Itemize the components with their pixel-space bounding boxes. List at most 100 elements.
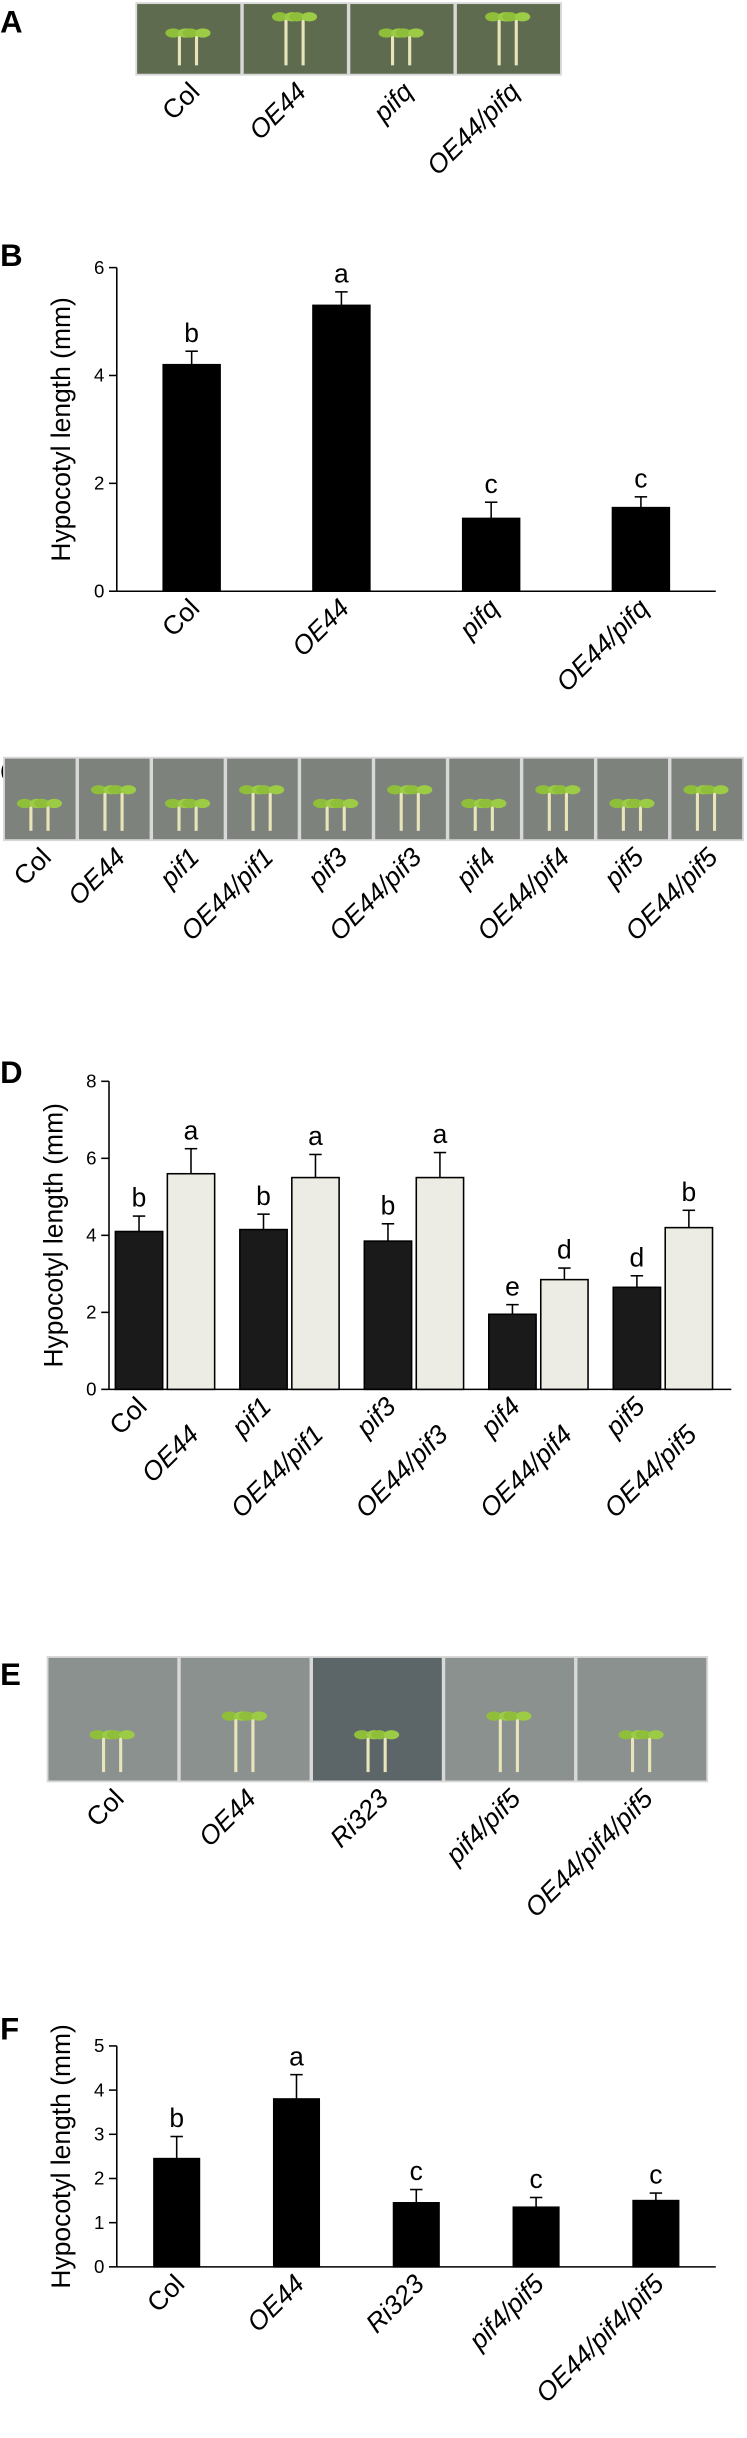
genotype-label: Col	[8, 842, 57, 891]
photo-frame	[373, 756, 448, 842]
significance-letter: a	[289, 2041, 304, 2071]
seedling-leaf	[490, 798, 507, 809]
bar	[461, 517, 521, 592]
significance-letter: c	[529, 2164, 542, 2194]
bar	[632, 2199, 680, 2268]
seedling-leaf	[503, 1711, 519, 1721]
panel-label: E	[0, 1657, 21, 1692]
seedling-leaf	[46, 798, 63, 809]
significance-letter: d	[557, 1235, 572, 1265]
seedling-leaf	[251, 1711, 267, 1721]
x-tick-label: OE44/pif4/pif5	[530, 2268, 670, 2408]
significance-letter: a	[308, 1121, 323, 1151]
y-tick-label: 6	[86, 1148, 96, 1169]
x-tick-label: Ri323	[360, 2268, 430, 2338]
significance-letter: a	[184, 1115, 199, 1145]
y-tick-label: 6	[94, 257, 104, 278]
significance-letter: b	[132, 1183, 147, 1213]
photo-frame	[575, 1656, 709, 1783]
photo-frame	[311, 1656, 444, 1783]
y-tick-label: 2	[86, 1302, 96, 1323]
y-tick-label: 1	[94, 2212, 104, 2233]
significance-letter: a	[334, 259, 349, 289]
genotype-label: pif5	[597, 842, 649, 894]
seedling-leaf	[515, 1711, 532, 1721]
y-tick-label: 0	[94, 2256, 104, 2277]
seedling-leaf	[408, 28, 424, 38]
bar	[162, 363, 221, 592]
seedling-leaf	[182, 28, 199, 38]
seedling-leaf	[638, 798, 655, 809]
seedling-leaf	[119, 1730, 135, 1740]
seedling-leaf	[354, 1730, 370, 1740]
significance-letter: c	[485, 469, 498, 499]
y-tick-label: 0	[94, 580, 104, 601]
y-tick-label: 4	[94, 365, 104, 386]
seedling-leaf	[461, 798, 477, 809]
x-tick-label: OE44	[241, 2269, 310, 2338]
seedling-leaf	[301, 12, 318, 22]
seedling-leaf	[194, 28, 211, 38]
seedling-leaf	[514, 12, 531, 22]
bar	[392, 2202, 440, 2268]
bar	[363, 1240, 413, 1391]
seedling-leaf	[342, 798, 359, 809]
genotype-label: Col	[156, 76, 205, 125]
x-tick-label: Col	[103, 1391, 152, 1440]
seedling-leaf	[289, 12, 305, 22]
genotype-label: pif4	[449, 842, 501, 894]
y-axis-title: Hypocotyl length (mm)	[46, 2024, 76, 2288]
seedling-leaf	[256, 785, 272, 795]
y-tick-label: 3	[94, 2124, 104, 2145]
seedling-leaf	[165, 28, 181, 38]
seedling-leaf	[609, 798, 625, 809]
x-tick-label: pif3	[349, 1391, 401, 1443]
y-tick-label: 2	[94, 473, 104, 494]
panel-label: F	[0, 2012, 19, 2047]
seedling-leaf	[108, 785, 124, 795]
seedling-leaf	[486, 1711, 502, 1721]
x-tick-label: Col	[156, 593, 205, 642]
seedling-leaf	[395, 28, 412, 38]
seedling-leaf	[239, 785, 255, 795]
bar	[239, 1228, 288, 1391]
y-axis-title: Hypocotyl length (mm)	[46, 297, 76, 561]
x-tick-label: OE44	[286, 593, 355, 662]
seedling-leaf	[89, 1730, 106, 1740]
genotype-label: pif1	[153, 842, 205, 894]
y-tick-label: 2	[94, 2168, 104, 2189]
x-tick-label: pif4/pif5	[462, 2268, 550, 2356]
seedling-leaf	[34, 798, 50, 809]
y-axis-title: Hypocotyl length (mm)	[38, 1103, 68, 1367]
x-tick-label: pif5	[598, 1391, 650, 1443]
genotype-label: pif3	[301, 842, 353, 894]
seedling-leaf	[700, 785, 717, 795]
seedling-leaf	[238, 1711, 255, 1721]
photo-frame	[225, 756, 300, 842]
seedling-leaf	[194, 798, 211, 809]
genotype-label: OE44	[243, 76, 312, 145]
genotype-label: pif4/pif5	[439, 1783, 527, 1871]
bar	[114, 1230, 164, 1391]
genotype-label: OE44	[62, 842, 131, 911]
bar	[512, 2206, 560, 2268]
seedling-leaf	[648, 1730, 664, 1740]
seedling-leaf	[485, 12, 501, 22]
seedling-leaf	[106, 1730, 123, 1740]
seedling-leaf	[371, 1730, 387, 1740]
y-tick-label: 5	[94, 2035, 104, 2056]
significance-letter: c	[410, 2156, 423, 2186]
bar	[312, 304, 371, 592]
genotype-label: Ri323	[324, 1783, 394, 1853]
seedling-leaf	[683, 785, 699, 795]
seedling-leaf	[404, 785, 420, 795]
significance-letter: b	[184, 318, 199, 348]
significance-letter: a	[433, 1119, 448, 1149]
seedling-leaf	[383, 1730, 400, 1740]
bar	[166, 1172, 216, 1391]
bar	[291, 1176, 340, 1391]
seedling-leaf	[120, 785, 137, 795]
significance-letter: c	[649, 2160, 662, 2190]
seedling-leaf	[182, 798, 198, 809]
